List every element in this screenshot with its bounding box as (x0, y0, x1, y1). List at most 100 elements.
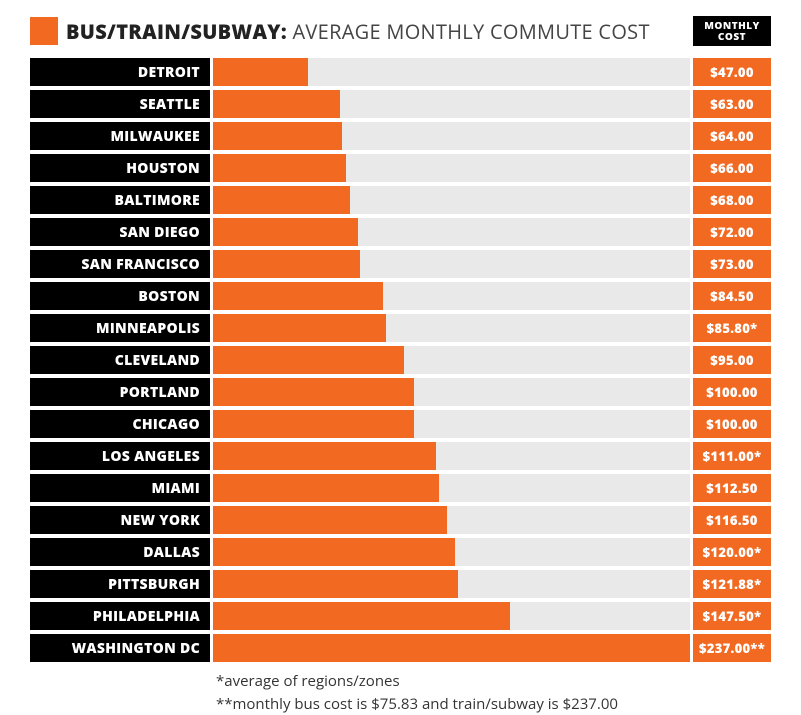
bar-fill (213, 122, 342, 150)
chart-row: HOUSTON $66.00 (30, 154, 771, 182)
cost-value: $121.88* (693, 570, 771, 598)
bar-fill (213, 186, 350, 214)
bar-track (213, 570, 690, 598)
city-label: MINNEAPOLIS (30, 314, 210, 342)
bar-track (213, 282, 690, 310)
bar-track (213, 90, 690, 118)
city-label: WASHINGTON DC (30, 634, 210, 662)
city-label: HOUSTON (30, 154, 210, 182)
bar-fill (213, 506, 447, 534)
bar-fill (213, 250, 360, 278)
city-label: BALTIMORE (30, 186, 210, 214)
chart-row: SEATTLE $63.00 (30, 90, 771, 118)
footnote-1: *average of regions/zones (216, 670, 771, 693)
header-cost-label: MONTHLY COST (693, 16, 771, 46)
bar-track (213, 122, 690, 150)
city-label: PHILADELPHIA (30, 602, 210, 630)
chart-row: PHILADELPHIA $147.50* (30, 602, 771, 630)
bar-fill (213, 634, 690, 662)
chart-header: BUS/TRAIN/SUBWAY: AVERAGE MONTHLY COMMUT… (30, 16, 771, 46)
title-bold: BUS/TRAIN/SUBWAY: (66, 18, 287, 45)
cost-value: $111.00* (693, 442, 771, 470)
title-rest: AVERAGE MONTHLY COMMUTE COST (287, 18, 650, 45)
bar-track (213, 442, 690, 470)
bar-fill (213, 538, 455, 566)
bar-track (213, 506, 690, 534)
bar-fill (213, 218, 358, 246)
bar-track (213, 634, 690, 662)
chart-row: LOS ANGELES $111.00* (30, 442, 771, 470)
cost-value: $120.00* (693, 538, 771, 566)
cost-value: $95.00 (693, 346, 771, 374)
chart-row: MILWAUKEE$64.00 (30, 122, 771, 150)
city-label: PITTSBURGH (30, 570, 210, 598)
bar-fill (213, 442, 436, 470)
chart-row: SAN DIEGO $72.00 (30, 218, 771, 246)
city-label: SEATTLE (30, 90, 210, 118)
bar-track (213, 218, 690, 246)
bar-chart: DETROIT $47.00 SEATTLE $63.00 MILWAUKEE$64.0… (30, 58, 771, 662)
bar-fill (213, 570, 458, 598)
bar-fill (213, 346, 404, 374)
cost-value: $100.00 (693, 410, 771, 438)
city-label: CHICAGO (30, 410, 210, 438)
cost-value: $85.80* (693, 314, 771, 342)
city-label: DALLAS (30, 538, 210, 566)
chart-row: MINNEAPOLIS $85.80* (30, 314, 771, 342)
chart-row: NEW YORK $116.50 (30, 506, 771, 534)
cost-value: $73.00 (693, 250, 771, 278)
city-label: NEW YORK (30, 506, 210, 534)
bar-track (213, 346, 690, 374)
bar-track (213, 378, 690, 406)
bar-fill (213, 474, 439, 502)
chart-row: PITTSBURGH $121.88* (30, 570, 771, 598)
bar-fill (213, 314, 386, 342)
chart-row: BOSTON $84.50 (30, 282, 771, 310)
chart-row: CLEVELAND $95.00 (30, 346, 771, 374)
header-cost-bottom: COST (718, 29, 746, 43)
bar-track (213, 474, 690, 502)
chart-row: PORTLAND $100.00 (30, 378, 771, 406)
cost-value: $84.50 (693, 282, 771, 310)
bar-fill (213, 410, 414, 438)
cost-value: $68.00 (693, 186, 771, 214)
footnote-2: **monthly bus cost is $75.83 and train/s… (216, 693, 771, 715)
bar-track (213, 410, 690, 438)
city-label: SAN DIEGO (30, 218, 210, 246)
cost-value: $112.50 (693, 474, 771, 502)
bar-track (213, 538, 690, 566)
bar-fill (213, 282, 383, 310)
bar-track (213, 314, 690, 342)
header-swatch (30, 17, 58, 45)
bar-track (213, 186, 690, 214)
chart-row: SAN FRANCISCO $73.00 (30, 250, 771, 278)
cost-value: $47.00 (693, 58, 771, 86)
cost-value: $147.50* (693, 602, 771, 630)
city-label: MIAMI (30, 474, 210, 502)
bar-fill (213, 602, 510, 630)
cost-value: $64.00 (693, 122, 771, 150)
city-label: SAN FRANCISCO (30, 250, 210, 278)
city-label: BOSTON (30, 282, 210, 310)
city-label: CLEVELAND (30, 346, 210, 374)
bar-fill (213, 90, 340, 118)
city-label: DETROIT (30, 58, 210, 86)
cost-value: $237.00** (693, 634, 771, 662)
cost-value: $100.00 (693, 378, 771, 406)
cost-value: $72.00 (693, 218, 771, 246)
cost-value: $116.50 (693, 506, 771, 534)
bar-fill (213, 58, 308, 86)
bar-track (213, 250, 690, 278)
footnotes: *average of regions/zones **monthly bus … (216, 670, 771, 715)
chart-title: BUS/TRAIN/SUBWAY: AVERAGE MONTHLY COMMUT… (66, 18, 685, 45)
bar-track (213, 58, 690, 86)
city-label: PORTLAND (30, 378, 210, 406)
chart-row: DETROIT $47.00 (30, 58, 771, 86)
chart-row: MIAMI $112.50 (30, 474, 771, 502)
city-label: LOS ANGELES (30, 442, 210, 470)
bar-track (213, 154, 690, 182)
chart-row: CHICAGO $100.00 (30, 410, 771, 438)
chart-row: BALTIMORE $68.00 (30, 186, 771, 214)
cost-value: $63.00 (693, 90, 771, 118)
cost-value: $66.00 (693, 154, 771, 182)
